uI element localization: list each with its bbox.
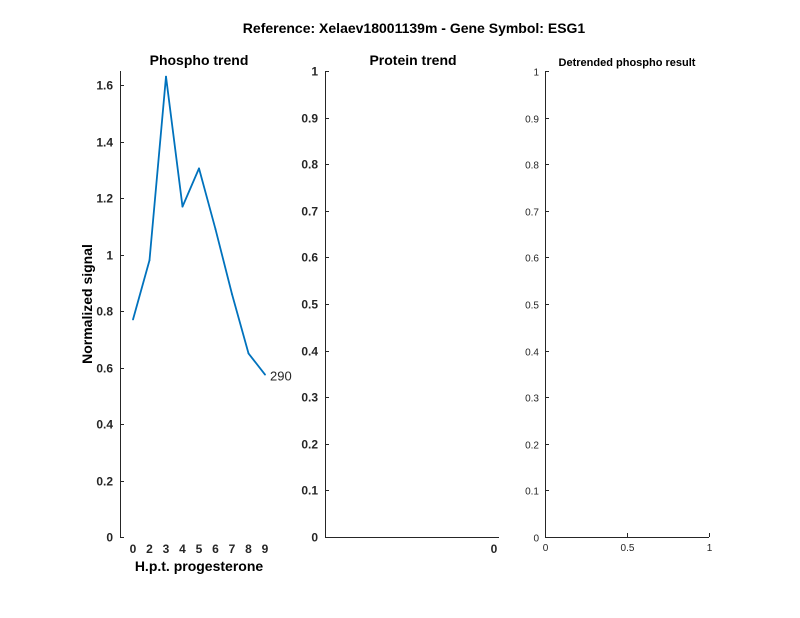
- phospho-x-tick-label: 2: [146, 542, 153, 556]
- phospho-y-tick-label: 1.6: [96, 79, 113, 93]
- phospho-x-tick-label: 4: [179, 542, 186, 556]
- protein-y-tick-label: 0.1: [301, 484, 318, 498]
- phospho-data-point: [231, 293, 233, 295]
- protein-y-tick-label: 1: [311, 65, 318, 79]
- detrended-x-ticks: 0 0.5 1: [543, 533, 713, 554]
- detrended-x-tick-label: 1: [707, 543, 713, 554]
- phospho-y-tick-label: 1.2: [96, 192, 113, 206]
- detrended-y-tick-label: 0.4: [525, 348, 539, 359]
- detrended-y-ticks: 0 0.1 0.2 0.3 0.4 0.5 0.6 0.7 0.8 0.9 1: [525, 68, 549, 545]
- phospho-y-ticks: 0 0.2 0.4 0.6 0.8 1 1.2 1.4 1.6: [96, 79, 124, 545]
- phospho-x-tick-label: 7: [229, 542, 236, 556]
- phospho-data-point: [165, 75, 167, 78]
- protein-y-tick-label: 0.2: [301, 438, 318, 452]
- phospho-y-tick-label: 0.4: [96, 418, 113, 432]
- detrended-x-tick-label: 0.5: [621, 543, 635, 554]
- detrended-y-tick-label: 0.7: [525, 208, 539, 219]
- phospho-trend-title: Phospho trend: [150, 52, 249, 68]
- protein-y-tick-label: 0.8: [301, 158, 318, 172]
- protein-y-tick-label: 0.3: [301, 391, 318, 405]
- detrended-y-tick-label: 0.9: [525, 115, 539, 126]
- detrended-y-tick-label: 0: [533, 534, 539, 545]
- phospho-y-tick-label: 0.6: [96, 362, 113, 376]
- phospho-annotation-label: 290: [270, 369, 292, 384]
- phospho-y-tick-label: 0.8: [96, 305, 113, 319]
- detrended-y-tick-label: 1: [533, 68, 539, 79]
- phospho-data-point: [198, 167, 200, 170]
- detrended-y-tick-label: 0.8: [525, 161, 539, 172]
- figure-title: Reference: Xelaev18001139m - Gene Symbol…: [243, 20, 586, 36]
- protein-y-tick-label: 0.7: [301, 205, 318, 219]
- protein-y-tick-label: 0.5: [301, 298, 318, 312]
- phospho-series-points: [132, 75, 266, 376]
- protein-y-tick-label: 0.9: [301, 112, 318, 126]
- protein-y-tick-label: 0.4: [301, 345, 318, 359]
- phospho-data-point: [247, 352, 250, 355]
- phospho-x-tick-label: 0: [130, 542, 137, 556]
- detrended-y-tick-label: 0.6: [525, 254, 539, 265]
- phospho-x-tick-label: 3: [163, 542, 170, 556]
- phospho-x-axis-label: H.p.t. progesterone: [135, 558, 264, 574]
- detrended-y-tick-label: 0.5: [525, 301, 539, 312]
- protein-y-tick-label: 0: [311, 531, 318, 545]
- detrended-title: Detrended phospho result: [559, 57, 696, 69]
- detrended-y-tick-label: 0.2: [525, 441, 539, 452]
- phospho-data-point: [148, 259, 151, 262]
- phospho-x-tick-label: 8: [245, 542, 252, 556]
- phospho-data-point: [214, 228, 217, 231]
- detrended-x-tick-label: 0: [543, 543, 549, 554]
- protein-trend-title: Protein trend: [369, 52, 456, 68]
- detrended-y-tick-label: 0.1: [525, 487, 539, 498]
- detrended-panel: Detrended phospho result 0 0.1 0.2 0.3 0.4 0.…: [525, 57, 713, 554]
- phospho-y-tick-label: 1: [106, 249, 113, 263]
- phospho-data-point: [264, 373, 266, 376]
- protein-y-ticks: 0 0.1 0.2 0.3 0.4 0.5 0.6 0.7 0.8 0.9 1: [301, 65, 329, 545]
- phospho-data-point: [132, 318, 134, 321]
- phospho-x-tick-label: 9: [262, 542, 269, 556]
- detrended-y-tick-label: 0.3: [525, 394, 539, 405]
- phospho-x-tick-label: 5: [196, 542, 203, 556]
- protein-y-tick-label: 0.6: [301, 251, 318, 265]
- protein-trend-panel: Protein trend 00.10.20.30.40.50.60.70.80…: [301, 52, 499, 556]
- phospho-y-tick-label: 1.4: [96, 136, 113, 150]
- phospho-y-axis-label: Normalized signal: [79, 244, 95, 364]
- phospho-y-tick-label: 0.2: [96, 475, 113, 489]
- phospho-x-tick-label: 6: [212, 542, 219, 556]
- phospho-data-point: [181, 205, 184, 208]
- phospho-y-tick-label: 0: [106, 531, 113, 545]
- protein-x-tick-label: 0: [491, 542, 498, 556]
